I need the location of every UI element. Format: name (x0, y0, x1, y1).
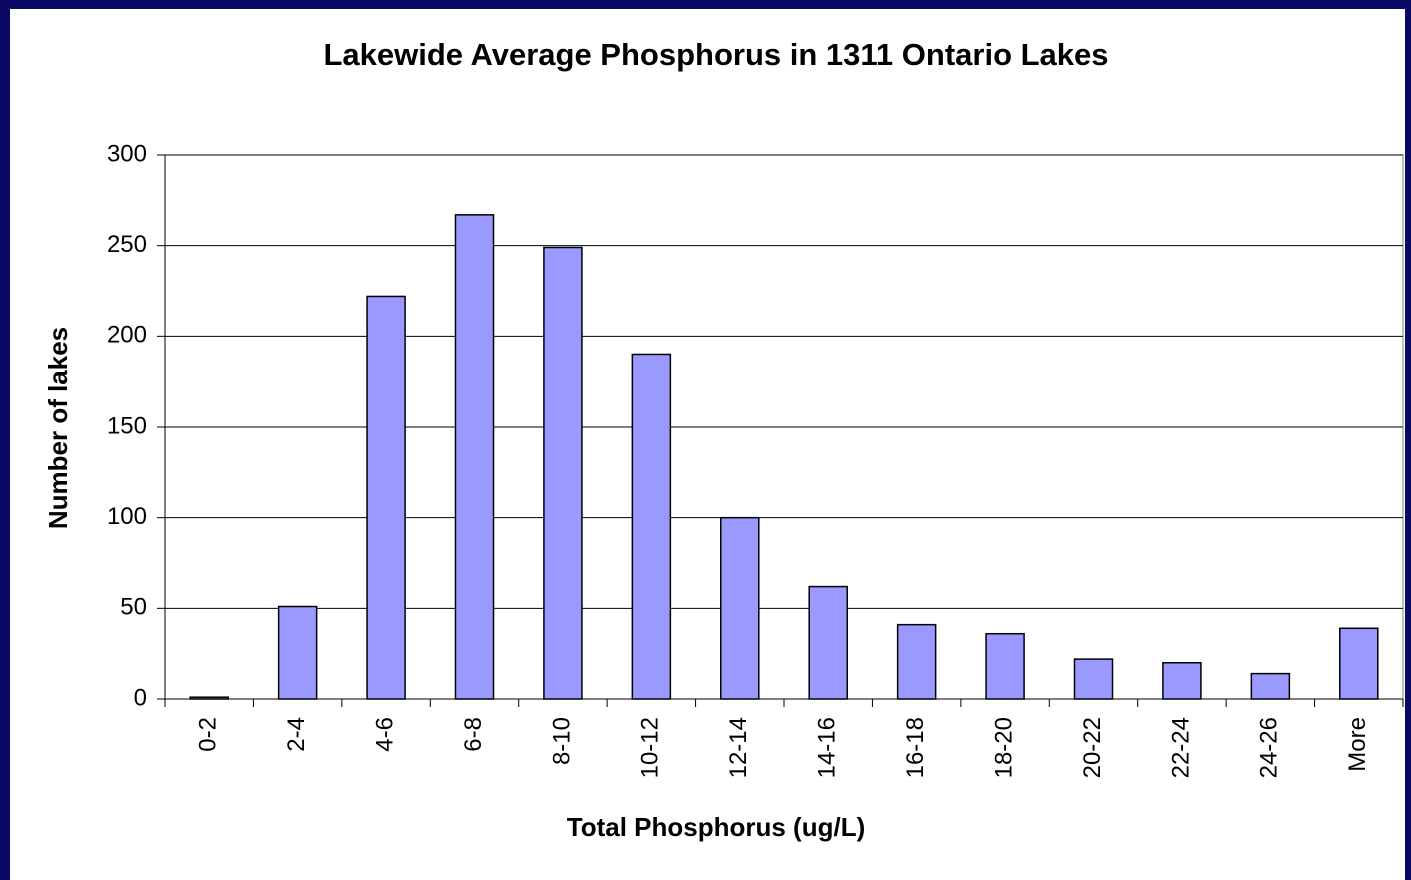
x-axis-label: Total Phosphorus (ug/L) (567, 812, 865, 842)
bar (366, 295, 406, 700)
x-tick-label: 12-14 (725, 717, 752, 778)
y-tick-label: 0 (134, 684, 147, 711)
x-tick-label: 14-16 (814, 717, 841, 778)
x-tick-label: 8-10 (548, 717, 575, 765)
bar (1162, 661, 1202, 700)
x-tick-label: 20-22 (1079, 717, 1106, 778)
x-tick-label: 10-12 (637, 717, 664, 778)
x-tick-label: 2-4 (283, 717, 310, 752)
bar (1073, 658, 1114, 700)
bar (720, 516, 760, 700)
bar (277, 605, 318, 700)
x-tick-label: 16-18 (902, 717, 929, 778)
x-tick-label: 6-8 (460, 717, 487, 752)
chart-title: Lakewide Average Phosphorus in 1311 Onta… (323, 37, 1108, 72)
x-tick-label: 4-6 (371, 717, 398, 752)
y-tick-label: 300 (107, 140, 147, 167)
x-tick-label: 24-26 (1256, 717, 1283, 778)
y-tick-label: 200 (107, 322, 147, 349)
y-axis-label: Number of lakes (43, 327, 73, 529)
bar (808, 585, 848, 700)
bar (985, 632, 1025, 700)
chart-background (10, 9, 1405, 880)
bar (543, 246, 583, 700)
x-tick-label: 18-20 (990, 717, 1017, 778)
x-tick-label: 0-2 (195, 717, 222, 752)
y-tick-label: 250 (107, 231, 147, 258)
x-tick-label: 22-24 (1167, 717, 1194, 778)
bar (631, 353, 672, 700)
y-tick-label: 50 (120, 594, 147, 621)
y-tick-label: 100 (107, 503, 147, 530)
bar (189, 696, 229, 700)
bar (896, 623, 937, 700)
bar (1339, 627, 1379, 700)
bar (454, 214, 495, 700)
bar (1250, 672, 1291, 700)
x-tick-label: More (1344, 717, 1371, 772)
y-tick-label: 150 (107, 412, 147, 439)
